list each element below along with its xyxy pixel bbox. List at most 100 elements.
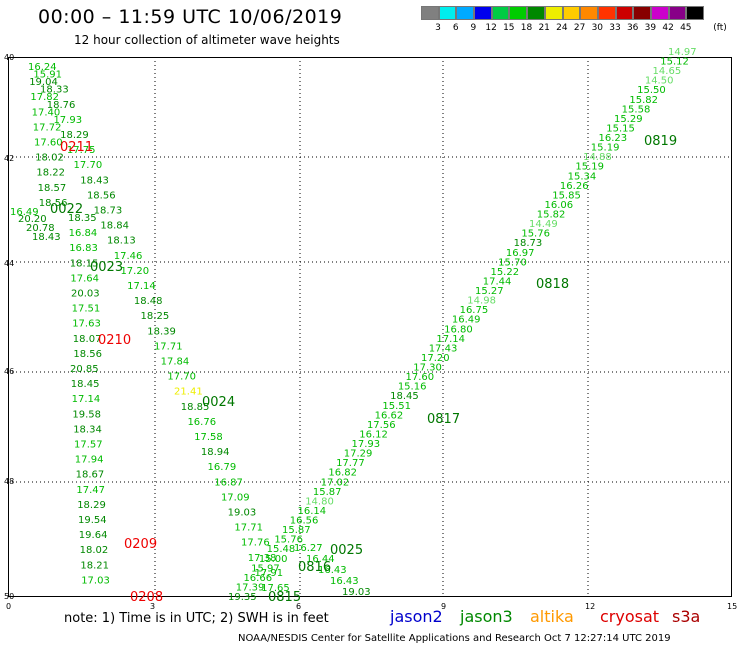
swh-label: 17.40 [32, 107, 61, 118]
swh-label: 16.14 [297, 506, 326, 517]
swh-label: 18.67 [76, 470, 105, 481]
swh-label: 20.20 [18, 214, 47, 225]
color-scale-tick: 36 [626, 23, 639, 33]
y-label-46: 46 [4, 367, 15, 376]
legend-jason2: jason2 [390, 607, 443, 626]
swh-label: 16.49 [10, 207, 39, 218]
swh-label: 16.23 [599, 133, 628, 144]
swh-label: 16.24 [28, 62, 57, 73]
legend-cryosat: cryosat [600, 607, 660, 626]
swh-label: 15.12 [660, 57, 689, 68]
swh-label: 18.35 [68, 213, 97, 224]
pass-label-0025: 0025 [330, 543, 363, 558]
swh-label: 15.85 [552, 190, 581, 201]
swh-label: 17.70 [74, 160, 103, 171]
legend-jason3: jason3 [460, 607, 513, 626]
swh-label: 17.60 [34, 138, 63, 149]
swh-label: 18.39 [147, 326, 176, 337]
footer-note: note: 1) Time is in UTC; 2) SWH is in fe… [64, 611, 329, 626]
swh-label: 16.79 [208, 462, 237, 473]
color-scale-unit: (ft) [713, 23, 727, 33]
swh-label: 18.73 [514, 238, 543, 249]
color-swatch [633, 6, 651, 20]
swh-label: 18.34 [73, 424, 102, 435]
pass-label-0819: 0819 [644, 134, 677, 149]
x-label-3: 3 [150, 602, 156, 611]
swh-label: 17.77 [336, 458, 365, 469]
swh-label: 16.27 [294, 543, 323, 554]
color-swatch [650, 6, 669, 20]
swh-label: 16.87 [214, 477, 243, 488]
swh-label: 15.15 [606, 123, 635, 134]
map-frame [8, 57, 732, 597]
swh-label: 14.88 [583, 152, 612, 163]
swh-label: 21.41 [174, 387, 203, 398]
legend-s3a: s3a [672, 607, 701, 626]
color-swatch [562, 6, 581, 20]
pass-label-0818: 0818 [536, 277, 569, 292]
swh-label: 17.64 [70, 273, 99, 284]
swh-label: 18.43 [32, 232, 61, 243]
swh-label: 18.02 [80, 545, 109, 556]
color-swatch [544, 6, 563, 20]
color-swatch [474, 6, 492, 20]
swh-label: 15.91 [33, 70, 62, 81]
swh-label: 18.73 [94, 205, 123, 216]
swh-label: 14.65 [653, 66, 682, 77]
swh-label: 19.64 [79, 530, 108, 541]
x-label-12: 12 [585, 602, 596, 611]
swh-label: 16.62 [375, 410, 404, 421]
swh-label: 16.26 [560, 181, 589, 192]
swh-label: 17.82 [30, 92, 59, 103]
y-label-48: 48 [4, 477, 15, 486]
page-subtitle: 12 hour collection of altimeter wave hei… [74, 33, 340, 47]
y-label-44: 44 [4, 259, 15, 268]
color-swatch [509, 6, 528, 20]
swh-label: 18.29 [60, 130, 89, 141]
swh-label: 17.56 [367, 420, 396, 431]
swh-label: 14.80 [305, 496, 334, 507]
swh-label: 19.58 [72, 409, 101, 420]
color-swatch [668, 6, 687, 20]
swh-label: 18.07 [73, 334, 102, 345]
swh-label: 19.54 [78, 515, 107, 526]
pass-label-0211: 0211 [60, 140, 93, 155]
color-scale-tick: 24 [556, 23, 568, 33]
x-label-9: 9 [441, 602, 447, 611]
pass-label-0022: 0022 [50, 202, 83, 217]
swh-label: 14.49 [529, 219, 558, 230]
color-swatch [491, 6, 510, 20]
swh-label: 18.56 [73, 349, 102, 360]
swh-label: 17.47 [76, 485, 105, 496]
color-swatch [597, 6, 616, 20]
swh-label: 15.19 [575, 162, 604, 173]
swh-label: 17.93 [53, 115, 82, 126]
swh-label: 17.84 [161, 356, 190, 367]
swh-label: 17.63 [72, 319, 101, 330]
swh-label: 15.82 [629, 95, 658, 106]
swh-label: 15.27 [475, 286, 504, 297]
swh-label: 16.76 [187, 417, 216, 428]
swh-label: 15.97 [251, 563, 280, 574]
color-scale-tick: 30 [591, 23, 604, 33]
swh-label: 15.87 [282, 525, 311, 536]
swh-label: 15.70 [498, 257, 527, 268]
swh-label: 17.20 [120, 266, 149, 277]
swh-label: 15.50 [637, 85, 666, 96]
swh-label: 18.25 [141, 311, 170, 322]
swh-label: 18.33 [40, 85, 69, 96]
swh-label: 17.65 [261, 583, 290, 594]
color-scale-tick: 6 [452, 23, 459, 33]
swh-label: 16.97 [506, 248, 535, 259]
swh-label: 16.80 [444, 324, 473, 335]
swh-label: 17.57 [74, 440, 103, 451]
swh-label: 14.50 [645, 76, 674, 87]
swh-label: 17.75 [67, 145, 96, 156]
swh-label: 16.75 [460, 305, 489, 316]
swh-label: 17.44 [483, 276, 512, 287]
swh-label: 17.71 [234, 523, 263, 534]
color-swatch [527, 6, 545, 20]
swh-label: 18.56 [39, 198, 68, 209]
swh-label: 16.44 [306, 554, 335, 565]
